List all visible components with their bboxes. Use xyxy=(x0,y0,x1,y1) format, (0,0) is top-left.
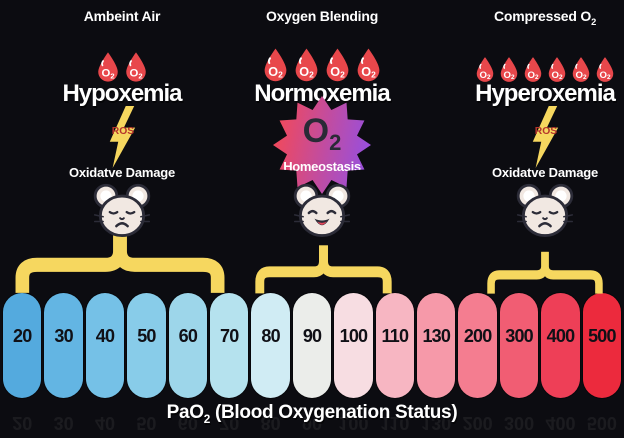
svg-text:O2: O2 xyxy=(599,70,610,81)
scale-pill-40: 40 xyxy=(85,293,125,398)
pill-value: 80 xyxy=(261,326,280,346)
brace-hyperoxemia-range-icon xyxy=(487,249,603,295)
pill-value: 130 xyxy=(422,326,451,346)
oxygen-drops-row: O2 O2 xyxy=(22,42,222,84)
header-text: Oxygen Blending xyxy=(265,8,379,24)
brace-normoxemia-range-icon xyxy=(255,242,392,295)
oxygen-drops-row: O2 O2 O2 O2 xyxy=(222,42,422,84)
ros-lightning-icon: ROS xyxy=(517,106,573,168)
pao2-scale: 20 30 40 50 60 70 80 90 100 110 130 200 300 400 500 xyxy=(0,293,624,398)
pill-value: 50 xyxy=(137,326,156,346)
svg-text:O2: O2 xyxy=(129,68,142,81)
condition-label: Hypoxemia xyxy=(62,80,182,107)
scale-pill-80: 80 xyxy=(251,293,290,398)
svg-text:O2: O2 xyxy=(479,70,490,81)
scale-pill-130: 130 xyxy=(417,293,456,398)
pill-value: 20 xyxy=(12,326,32,346)
scale-pill-110: 110 xyxy=(375,293,415,398)
pill-value: 500 xyxy=(588,326,616,346)
scale-pill-20: 20 xyxy=(3,293,42,398)
pill-value: 30 xyxy=(54,326,73,346)
o2-drop-icon: O2 xyxy=(326,48,349,82)
svg-text:O2: O2 xyxy=(527,70,538,81)
svg-text:O2: O2 xyxy=(503,70,514,81)
scale-pill-70: 70 xyxy=(210,293,249,398)
o2-drop-icon: O2 xyxy=(548,57,566,82)
ros-label: ROS xyxy=(112,126,134,137)
axis-title-post: (Blood Oxygenation Status) xyxy=(210,402,458,423)
column-hyperoxemia: Compressed O2 O2 O2 O2 O2 O2 O2 Hyperoxemia R… xyxy=(445,0,624,295)
axis-title-subscript: 2 xyxy=(203,412,211,426)
damage-label: Oxidatve Damage xyxy=(491,165,599,180)
pill-value: 110 xyxy=(381,326,409,346)
column-header: Oxygen Blending xyxy=(222,8,422,27)
scale-pill-200: 200 xyxy=(458,293,497,398)
pill-value: 200 xyxy=(463,326,492,346)
oxygen-drops-row: O2 O2 O2 O2 O2 O2 xyxy=(445,42,624,84)
o2-drop-icon: O2 xyxy=(126,52,146,82)
scale-pill-500: 500 xyxy=(582,293,622,398)
o2-drop-icon: O2 xyxy=(295,48,318,82)
scale-pill-50: 50 xyxy=(127,293,166,398)
o2-drop-icon: O2 xyxy=(98,52,118,82)
o2-drop-icon: O2 xyxy=(500,57,518,82)
column-normoxemia: Oxygen Blending O2 O2 O2 O2 Normoxemia O2 H… xyxy=(222,0,422,295)
condition-label: Hyperoxemia xyxy=(475,80,616,107)
o2-drop-icon: O2 xyxy=(596,57,614,82)
column-hypoxemia: Ambeint Air O2 O2 Hypoxemia ROS Oxidatve … xyxy=(22,0,222,295)
pill-value: 100 xyxy=(339,326,368,346)
brace-hypoxemia-range-icon xyxy=(15,226,225,295)
o2-drop-icon: O2 xyxy=(524,57,542,82)
star-o2-subscript: 2 xyxy=(329,129,342,155)
svg-text:O2: O2 xyxy=(551,70,562,81)
svg-text:O2: O2 xyxy=(575,70,586,81)
mouse-sad-icon xyxy=(90,182,154,244)
axis-title: PaO2 (Blood Oxygenation Status) xyxy=(0,402,624,426)
svg-text:O2: O2 xyxy=(101,68,114,81)
o2-drop-icon: O2 xyxy=(572,57,590,82)
ros-lightning-icon: ROS xyxy=(94,106,150,168)
scale-pill-400: 400 xyxy=(541,293,580,398)
scale-pill-60: 60 xyxy=(168,293,208,398)
mouse-happy-icon xyxy=(290,182,354,244)
header-text: Ambeint Air xyxy=(83,8,161,24)
star-o2-label: O2 xyxy=(303,114,342,158)
column-header: Compressed O2 xyxy=(445,8,624,27)
mouse-sad-icon xyxy=(513,182,577,244)
o2-drop-icon: O2 xyxy=(264,48,287,82)
scale-pill-90: 90 xyxy=(292,293,332,398)
pill-value: 70 xyxy=(220,326,239,346)
o2-drop-icon: O2 xyxy=(476,57,494,82)
pill-value: 300 xyxy=(505,326,533,346)
pill-value: 400 xyxy=(546,326,575,346)
column-header: Ambeint Air xyxy=(22,8,222,27)
o2-homeostasis-star-icon: O2 Homeostasis xyxy=(273,96,371,194)
pill-value: 40 xyxy=(95,326,115,346)
header-subscript: 2 xyxy=(591,16,597,27)
pill-value: 60 xyxy=(178,326,198,346)
damage-label: Oxidatve Damage xyxy=(68,165,176,180)
pill-value: 90 xyxy=(302,326,322,346)
scale-pill-30: 30 xyxy=(44,293,83,398)
o2-drop-icon: O2 xyxy=(357,48,380,82)
ros-label: ROS xyxy=(535,126,557,137)
header-text: Compressed O xyxy=(493,8,592,24)
axis-title-pre: PaO xyxy=(166,402,204,423)
scale-pill-300: 300 xyxy=(499,293,539,398)
scale-pill-100: 100 xyxy=(334,293,373,398)
homeostasis-label: Homeostasis xyxy=(283,159,361,175)
star-o2-main: O xyxy=(302,111,330,150)
